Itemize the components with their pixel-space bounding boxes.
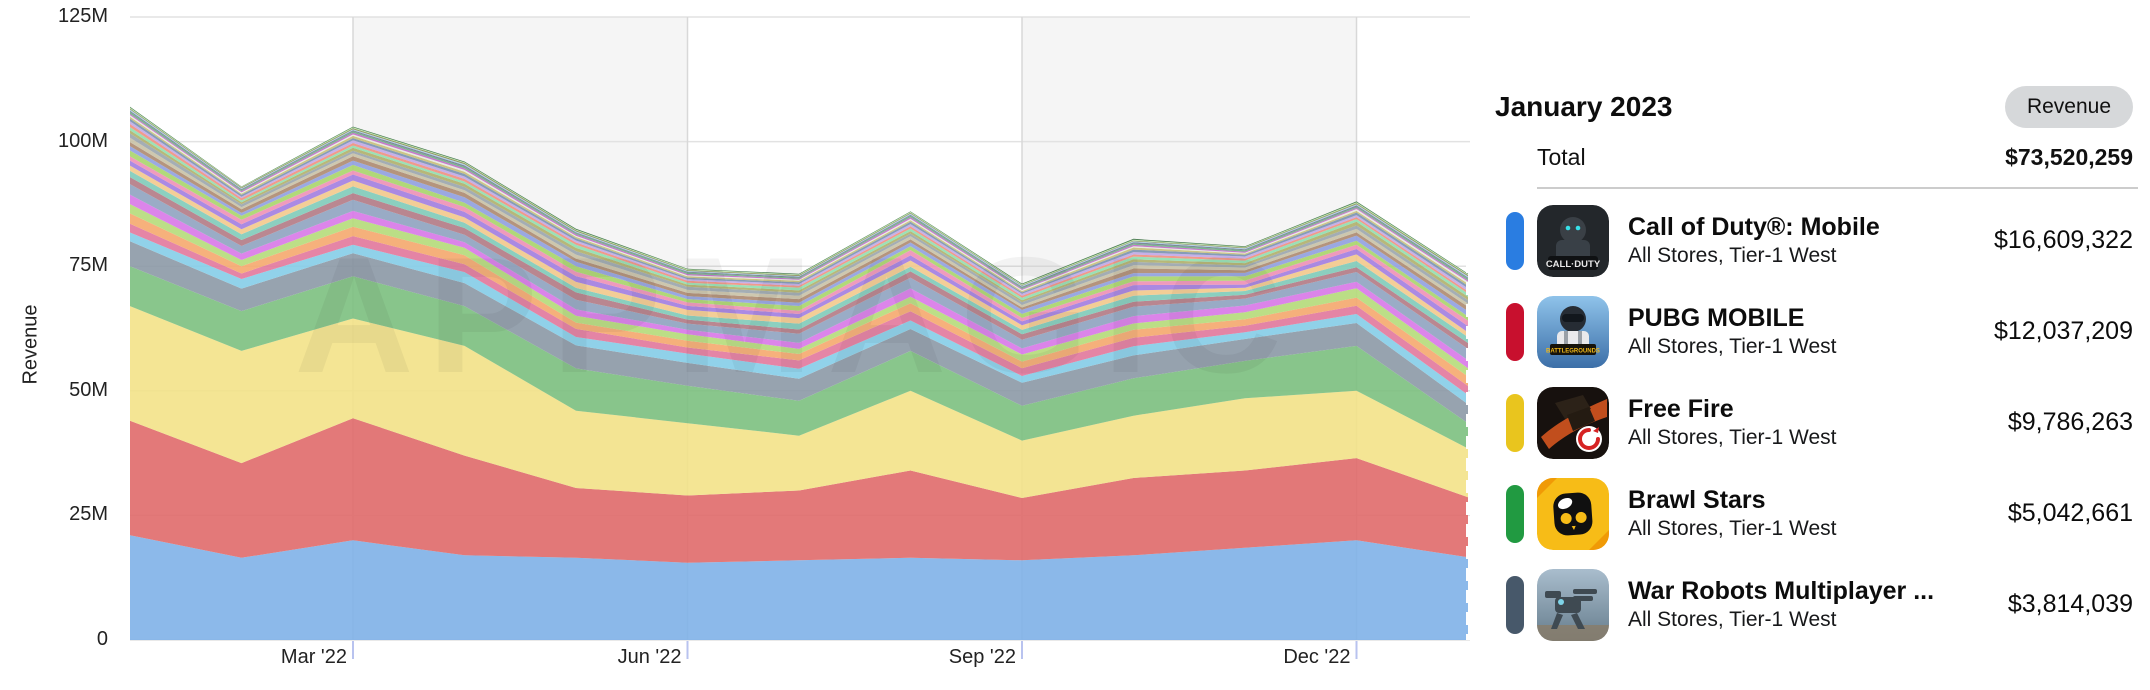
y-tick-label: 75M (69, 254, 108, 277)
cod-app-icon: CALL·DUTY (1537, 204, 1609, 277)
app-name: War Robots Multiplayer ... (1628, 577, 1935, 605)
series-color-indicator (1506, 575, 1524, 634)
y-tick-label: 125M (57, 5, 108, 27)
app-filter-subtitle: All Stores, Tier-1 West (1628, 335, 1837, 358)
app-revenue-value: $3,814,039 (2007, 590, 2133, 618)
revenue-metric-badge[interactable]: Revenue (2004, 86, 2133, 128)
x-tick-label: Jun '22 (617, 646, 682, 668)
series-color-indicator (1506, 484, 1524, 543)
y-axis-title: Revenue (19, 304, 42, 385)
app-revenue-value: $12,037,209 (1993, 317, 2133, 345)
total-value: $73,520,259 (2005, 144, 2133, 170)
x-tick-label: Dec '22 (1283, 646, 1351, 668)
y-tick-label: 50M (69, 378, 108, 401)
hover-tooltip-panel: January 2023 Revenue Total $73,520,259 C… (1472, 0, 2150, 690)
app-revenue-value: $9,786,263 (2007, 408, 2133, 436)
series-color-indicator (1506, 211, 1524, 270)
tooltip-app-row[interactable]: BATTLEGROUNDS PUBG MOBILE All Stores, Tier… (1472, 286, 2150, 377)
app-name: PUBG MOBILE (1628, 304, 1805, 332)
tooltip-divider (1537, 187, 2138, 189)
x-tick-label: Sep '22 (948, 646, 1016, 668)
app-revenue-value: $5,042,661 (2007, 499, 2133, 527)
app-filter-subtitle: All Stores, Tier-1 West (1628, 608, 1837, 631)
app-name: Brawl Stars (1628, 486, 1766, 514)
freefire-app-icon (1537, 386, 1609, 459)
app-filter-subtitle: All Stores, Tier-1 West (1628, 426, 1837, 449)
svg-text:BATTLEGROUNDS: BATTLEGROUNDS (1546, 348, 1600, 354)
series-color-indicator (1506, 393, 1524, 452)
tooltip-app-row[interactable]: Brawl Stars All Stores, Tier-1 West $5,042… (1472, 468, 2150, 559)
app-filter-subtitle: All Stores, Tier-1 West (1628, 517, 1837, 540)
app-revenue-value: $16,609,322 (1993, 226, 2133, 254)
y-tick-label: 25M (69, 503, 108, 526)
tooltip-app-row[interactable]: War Robots Multiplayer ... All Stores, Ti… (1472, 559, 2150, 650)
warrobots-app-icon (1537, 568, 1609, 641)
tooltip-month-title: January 2023 (1495, 91, 1673, 122)
app-filter-subtitle: All Stores, Tier-1 West (1628, 244, 1837, 267)
y-tick-label: 100M (57, 129, 108, 152)
y-tick-label: 0 (96, 628, 108, 650)
total-label: Total (1537, 144, 1586, 170)
tooltip-app-list: CALL·DUTY Call of Duty®: Mobile All Stores… (1472, 195, 2150, 650)
tooltip-app-row[interactable]: Free Fire All Stores, Tier-1 West $9,786,2… (1472, 377, 2150, 468)
app-name: Call of Duty®: Mobile (1628, 213, 1880, 241)
pubg-app-icon: BATTLEGROUNDS (1537, 295, 1609, 368)
x-tick-label: Mar '22 (280, 646, 347, 668)
brawl-app-icon (1537, 477, 1609, 550)
svg-text:CALL·DUTY: CALL·DUTY (1546, 259, 1601, 270)
app-name: Free Fire (1628, 395, 1734, 423)
appmagic-watermark: APPMAGIC (294, 223, 1295, 407)
series-color-indicator (1506, 302, 1524, 361)
tooltip-app-row[interactable]: CALL·DUTY Call of Duty®: Mobile All Stores… (1472, 195, 2150, 286)
